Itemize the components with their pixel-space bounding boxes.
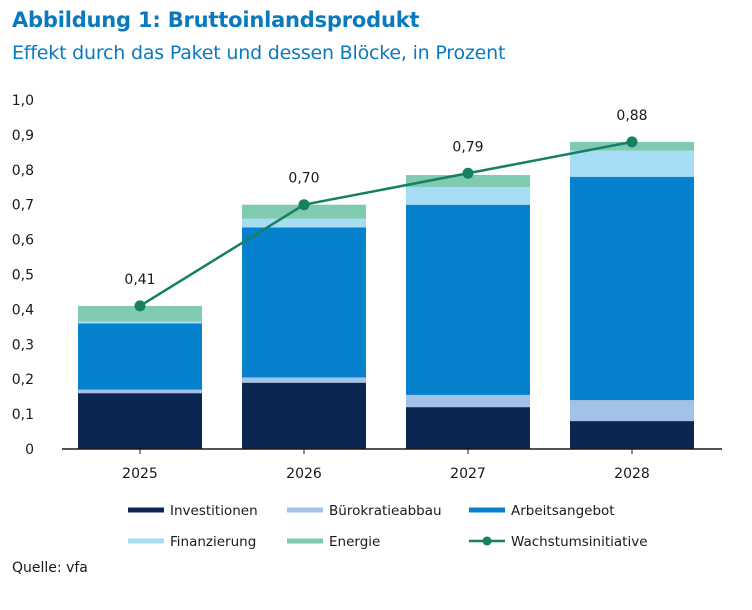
bar-segment-finanzierung: [406, 187, 530, 205]
y-tick-label: 0,4: [12, 302, 34, 318]
legend-swatch-energie: [287, 538, 323, 544]
legend-label-investitionen: Investitionen: [170, 503, 258, 519]
legend-label-bürokratieabbau: Bürokratieabbau: [329, 503, 442, 519]
data-label: 0,79: [452, 139, 483, 155]
bar-segment-bürokratieabbau: [406, 394, 530, 408]
y-tick-label: 0,5: [12, 268, 34, 284]
bar-segment-finanzierung: [242, 218, 366, 228]
bar-segment-arbeitsangebot: [406, 204, 530, 395]
y-tick-label: 0,6: [12, 233, 34, 249]
bar-segment-energie: [242, 204, 366, 219]
bar-segment-bürokratieabbau: [78, 389, 202, 394]
data-label: 0,41: [124, 272, 155, 288]
y-tick-label: 0,7: [12, 198, 34, 214]
y-tick-label: 0,2: [12, 372, 34, 388]
bar-segment-bürokratieabbau: [570, 400, 694, 422]
growth-point: [298, 199, 310, 211]
legend-swatch-finanzierung: [128, 538, 164, 544]
data-label-group: 0,41 0,70 0,79 0,88: [124, 108, 647, 288]
legend-swatch-bürokratieabbau: [287, 507, 323, 513]
bar-stack-group: [78, 141, 694, 449]
source-note: Quelle: vfa: [12, 560, 88, 576]
y-tick-label: 0,8: [12, 163, 34, 179]
legend-label-finanzierung: Finanzierung: [170, 534, 256, 550]
chart-title: Abbildung 1: Bruttoinlandsprodukt: [12, 8, 420, 32]
legend-label-arbeitsangebot: Arbeitsangebot: [511, 503, 615, 519]
bar-segment-arbeitsangebot: [570, 176, 694, 401]
x-tick-label: 2028: [614, 466, 650, 482]
bar-segment-arbeitsangebot: [78, 323, 202, 390]
y-tick-label: 0,9: [12, 128, 34, 144]
bar-segment-investitionen: [406, 407, 530, 449]
x-axis: 2025 2026 2027 2028: [62, 448, 722, 482]
y-tick-label: 0: [25, 442, 34, 458]
legend-label-wachstumsinitiative: Wachstumsinitiative: [511, 534, 648, 550]
growth-line-group: [134, 136, 638, 312]
y-axis: 0 0,1 0,2 0,3 0,4 0,5 0,6 0,7 0,8 0,9 1,0: [12, 93, 34, 458]
legend-label-energie: Energie: [329, 534, 380, 550]
data-label: 0,88: [616, 108, 647, 124]
bar-segment-investitionen: [78, 393, 202, 449]
bar-segment-finanzierung: [78, 321, 202, 324]
x-tick-label: 2027: [450, 466, 486, 482]
data-label: 0,70: [288, 171, 319, 187]
growth-point: [626, 136, 638, 148]
chart-subtitle: Effekt durch das Paket und dessen Blöcke…: [12, 42, 506, 64]
bar-segment-finanzierung: [570, 150, 694, 177]
bar-segment-investitionen: [242, 382, 366, 449]
growth-line: [139, 140, 633, 307]
y-tick-label: 0,3: [12, 337, 34, 353]
bar-segment-investitionen: [570, 421, 694, 449]
growth-point: [134, 300, 146, 312]
bar-segment-energie: [78, 305, 202, 322]
y-tick-label: 1,0: [12, 93, 34, 109]
bar-segment-bürokratieabbau: [242, 377, 366, 383]
x-tick-label: 2026: [286, 466, 322, 482]
bar-segment-arbeitsangebot: [242, 227, 366, 378]
legend: Investitionen Bürokratieabbau Arbeitsangeb…: [128, 503, 648, 550]
legend-marker-wachstumsinitiative: [482, 536, 492, 546]
growth-point: [462, 167, 474, 179]
legend-swatch-investitionen: [128, 507, 164, 513]
legend-swatch-arbeitsangebot: [469, 507, 505, 513]
y-tick-label: 0,1: [12, 407, 34, 423]
x-tick-label: 2025: [122, 466, 158, 482]
